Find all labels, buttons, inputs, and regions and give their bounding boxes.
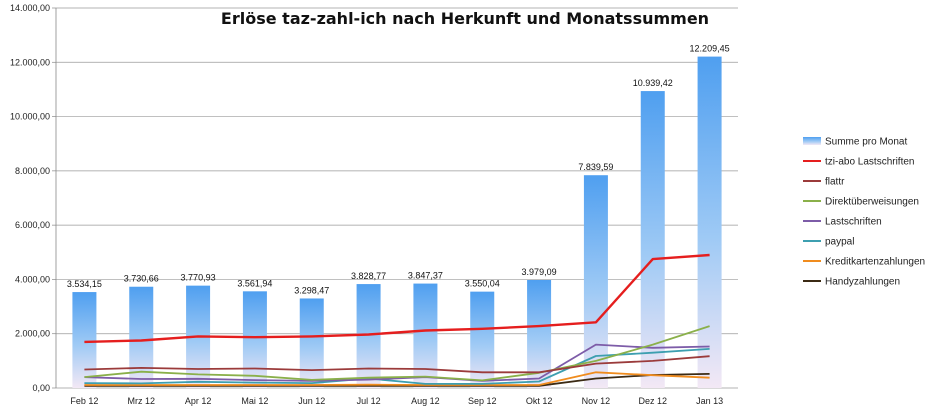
bar (413, 283, 438, 388)
bar (72, 292, 97, 388)
bar (242, 291, 267, 388)
grid (56, 7, 738, 389)
x-tick-label: Okt 12 (526, 396, 553, 406)
chart-title: Erlöse taz-zahl-ich nach Herkunft und Mo… (221, 9, 709, 28)
series-lines (84, 253, 710, 387)
x-tick-label: Aug 12 (411, 396, 440, 406)
x-tick-label: Nov 12 (582, 396, 611, 406)
y-tick-label: 4.000,00 (15, 274, 50, 284)
legend-swatch (803, 137, 821, 145)
y-tick-label: 6.000,00 (15, 220, 50, 230)
y-tick-label: 10.000,00 (10, 112, 50, 122)
bar-value-label: 3.770,93 (181, 273, 216, 283)
y-tick-label: 14.000,00 (10, 3, 50, 13)
legend-label: Lastschriften (825, 217, 882, 228)
legend-label: Summe pro Monat (825, 137, 907, 148)
x-tick-label: Jan 13 (696, 396, 723, 406)
legend-label: flattr (825, 177, 845, 188)
series-line (84, 355, 710, 374)
x-axis: Feb 12 Mrz 12 Apr 12 Mai 12 Jun 12 Jul 12 Aug … (70, 396, 723, 406)
legend-label: tzi-abo Lastschriften (825, 157, 915, 168)
bar-value-label: 3.979,09 (522, 267, 557, 277)
bar-value-label: 12.209,45 (690, 44, 730, 54)
series-line (84, 343, 710, 382)
series-line (84, 371, 710, 386)
bar (470, 291, 495, 388)
legend-label: Direktüberweisungen (825, 197, 919, 208)
bar-value-label: 3.561,94 (237, 278, 272, 288)
y-tick-label: 2.000,00 (15, 329, 50, 339)
bar-value-label: 3.847,37 (408, 271, 443, 281)
x-tick-label: Jul 12 (357, 396, 381, 406)
y-axis: 0,00 2.000,00 4.000,00 6.000,00 8.000,00 10.0… (10, 3, 57, 393)
legend: Summe pro Monat tzi-abo Lastschriften flat… (803, 137, 925, 288)
bar-value-label: 3.550,04 (465, 279, 500, 289)
series-line (84, 325, 710, 382)
bar-value-label: 3.298,47 (294, 285, 329, 295)
legend-label: Kreditkartenzahlungen (825, 257, 925, 268)
bar-value-label: 10.939,42 (633, 78, 673, 88)
x-tick-label: Apr 12 (185, 396, 212, 406)
x-tick-label: Mai 12 (241, 396, 268, 406)
bar (697, 56, 722, 388)
bar (527, 279, 552, 388)
bar-labels: 3.534,15 3.730,66 3.770,93 3.561,94 3.298,47… (67, 44, 730, 296)
bar (583, 175, 608, 388)
series-line (84, 348, 710, 385)
bar-value-label: 3.828,77 (351, 271, 386, 281)
series-line (84, 253, 710, 344)
x-tick-label: Jun 12 (298, 396, 325, 406)
bar-value-label: 7.839,59 (578, 162, 613, 172)
x-tick-label: Mrz 12 (127, 396, 155, 406)
legend-label: Handyzahlungen (825, 277, 900, 288)
bar-value-label: 3.730,66 (124, 274, 159, 284)
y-tick-label: 8.000,00 (15, 166, 50, 176)
legend-label: paypal (825, 237, 854, 248)
bar-value-label: 3.534,15 (67, 279, 102, 289)
bar (356, 284, 381, 388)
x-tick-label: Dez 12 (638, 396, 667, 406)
y-tick-label: 0,00 (32, 383, 50, 393)
bar (299, 298, 324, 388)
y-tick-label: 12.000,00 (10, 57, 50, 67)
x-tick-label: Sep 12 (468, 396, 497, 406)
bar (640, 91, 665, 389)
x-tick-label: Feb 12 (70, 396, 98, 406)
